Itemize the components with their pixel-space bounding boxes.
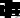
Legend: 20ug/ml, 100ug/ml, 500ug/ml: 20ug/ml, 100ug/ml, 500ug/ml — [14, 16, 20, 18]
Text: FIG.2: FIG.2 — [1, 1, 20, 18]
Bar — [10, 7, 11, 15]
Bar — [15, 7, 16, 15]
